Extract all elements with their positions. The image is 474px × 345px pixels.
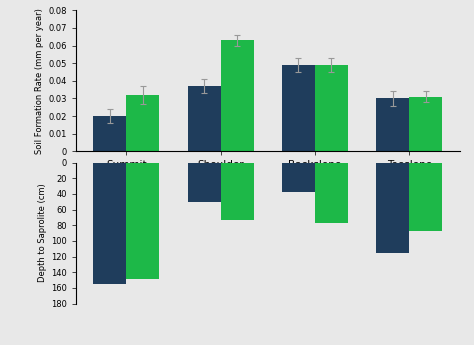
Bar bbox=[410, 97, 442, 151]
Bar bbox=[188, 162, 220, 202]
Bar bbox=[126, 162, 159, 278]
Bar bbox=[376, 162, 410, 253]
Bar bbox=[93, 116, 126, 151]
Y-axis label: Soil Formation Rate (mm per year): Soil Formation Rate (mm per year) bbox=[35, 8, 44, 154]
Bar bbox=[315, 162, 348, 223]
Bar bbox=[410, 162, 442, 231]
Bar bbox=[93, 162, 126, 284]
Bar bbox=[315, 65, 348, 151]
Bar bbox=[282, 162, 315, 193]
X-axis label: Slope Position: Slope Position bbox=[223, 175, 312, 185]
Bar bbox=[220, 162, 254, 220]
Bar bbox=[126, 95, 159, 151]
Bar bbox=[220, 40, 254, 151]
Y-axis label: Depth to Saprolite (cm): Depth to Saprolite (cm) bbox=[38, 184, 47, 283]
Bar bbox=[282, 65, 315, 151]
Bar bbox=[376, 98, 410, 151]
Bar bbox=[188, 86, 220, 151]
